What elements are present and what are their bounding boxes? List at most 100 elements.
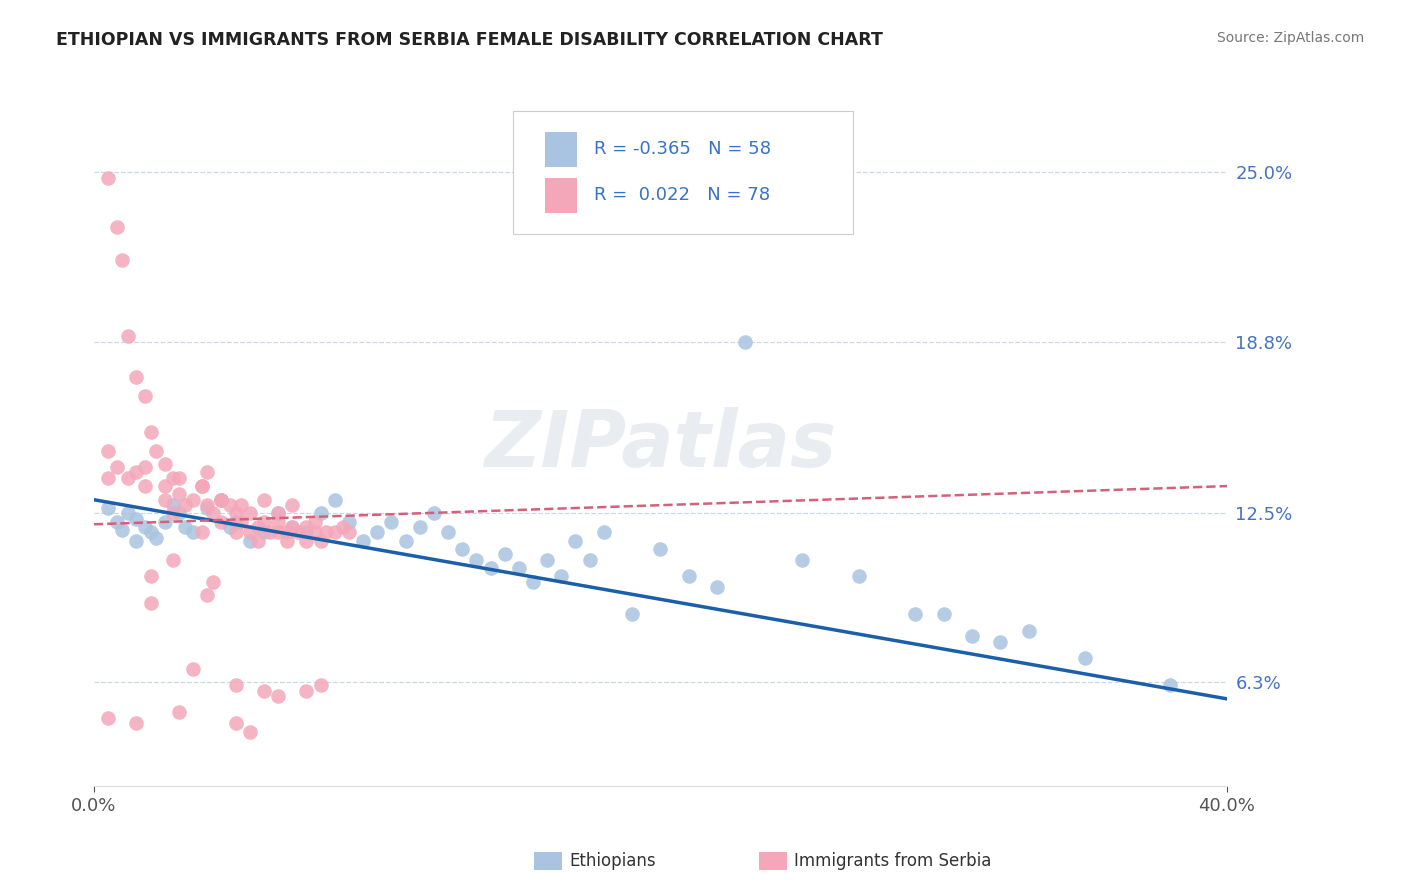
Point (209, 492, 232, 507)
Text: Immigrants from Serbia: Immigrants from Serbia (794, 852, 991, 870)
Point (167, 471, 190, 485)
Point (139, 525, 162, 540)
Point (904, 607, 927, 622)
Point (145, 443, 167, 458)
Point (225, 678, 247, 692)
Point (173, 520, 195, 534)
Point (97, 443, 120, 458)
Point (790, 553, 813, 567)
Point (139, 425, 162, 439)
Point (162, 498, 184, 512)
Point (153, 515, 176, 529)
Point (97, 711, 120, 725)
Point (97, 500, 120, 515)
Point (295, 533, 318, 548)
Point (578, 553, 600, 567)
Point (117, 471, 139, 485)
Point (167, 487, 190, 501)
Point (111, 523, 134, 537)
Point (231, 515, 253, 529)
Point (295, 683, 318, 698)
Point (522, 574, 544, 589)
Point (125, 716, 148, 731)
Point (209, 515, 232, 529)
Point (134, 389, 156, 403)
Point (153, 492, 176, 507)
Point (253, 492, 276, 507)
Bar (546, 132, 576, 167)
Point (190, 479, 212, 493)
Point (253, 515, 276, 529)
Point (734, 334, 756, 349)
Point (550, 569, 572, 583)
Point (332, 520, 354, 534)
Point (1159, 678, 1181, 692)
Point (239, 525, 262, 540)
Point (231, 498, 253, 512)
Point (162, 553, 184, 567)
Point (139, 569, 162, 583)
Point (225, 716, 247, 731)
Point (117, 329, 139, 343)
Point (219, 498, 242, 512)
Point (281, 520, 304, 534)
Point (125, 533, 148, 548)
Point (276, 533, 298, 548)
Point (253, 525, 276, 540)
Point (173, 498, 195, 512)
Point (167, 706, 190, 720)
Point (309, 507, 332, 521)
Point (162, 507, 184, 521)
Point (960, 629, 983, 643)
Point (153, 479, 176, 493)
Point (125, 370, 148, 384)
Point (932, 607, 955, 622)
Point (134, 479, 156, 493)
Point (195, 466, 218, 480)
Point (479, 561, 502, 575)
Point (267, 515, 290, 529)
Point (650, 541, 672, 556)
Point (323, 492, 346, 507)
Point (267, 689, 290, 703)
Point (287, 525, 309, 540)
Point (267, 507, 290, 521)
Point (105, 219, 128, 234)
Point (592, 525, 614, 540)
Point (394, 533, 416, 548)
Point (239, 533, 262, 548)
Point (134, 460, 156, 475)
Point (337, 525, 360, 540)
Point (209, 492, 232, 507)
Point (281, 498, 304, 512)
Point (437, 525, 460, 540)
Text: ETHIOPIAN VS IMMIGRANTS FROM SERBIA FEMALE DISABILITY CORRELATION CHART: ETHIOPIAN VS IMMIGRANTS FROM SERBIA FEMA… (56, 31, 883, 49)
Point (219, 520, 242, 534)
Point (678, 569, 700, 583)
Point (304, 515, 326, 529)
Point (267, 507, 290, 521)
Point (281, 520, 304, 534)
Point (125, 512, 148, 526)
Point (239, 724, 262, 739)
Point (366, 525, 388, 540)
Point (195, 500, 218, 515)
Point (111, 252, 134, 267)
Point (295, 520, 318, 534)
FancyBboxPatch shape (513, 111, 853, 234)
Point (162, 471, 184, 485)
Point (139, 596, 162, 610)
Point (190, 479, 212, 493)
Text: ZIPatlas: ZIPatlas (484, 407, 837, 483)
Point (247, 533, 270, 548)
Point (125, 466, 148, 480)
Point (117, 507, 139, 521)
Point (225, 515, 247, 529)
Point (97, 471, 120, 485)
Point (225, 525, 247, 540)
Point (225, 507, 247, 521)
Point (97, 170, 120, 185)
Text: Source: ZipAtlas.com: Source: ZipAtlas.com (1216, 31, 1364, 45)
Point (105, 515, 128, 529)
Point (105, 460, 128, 475)
